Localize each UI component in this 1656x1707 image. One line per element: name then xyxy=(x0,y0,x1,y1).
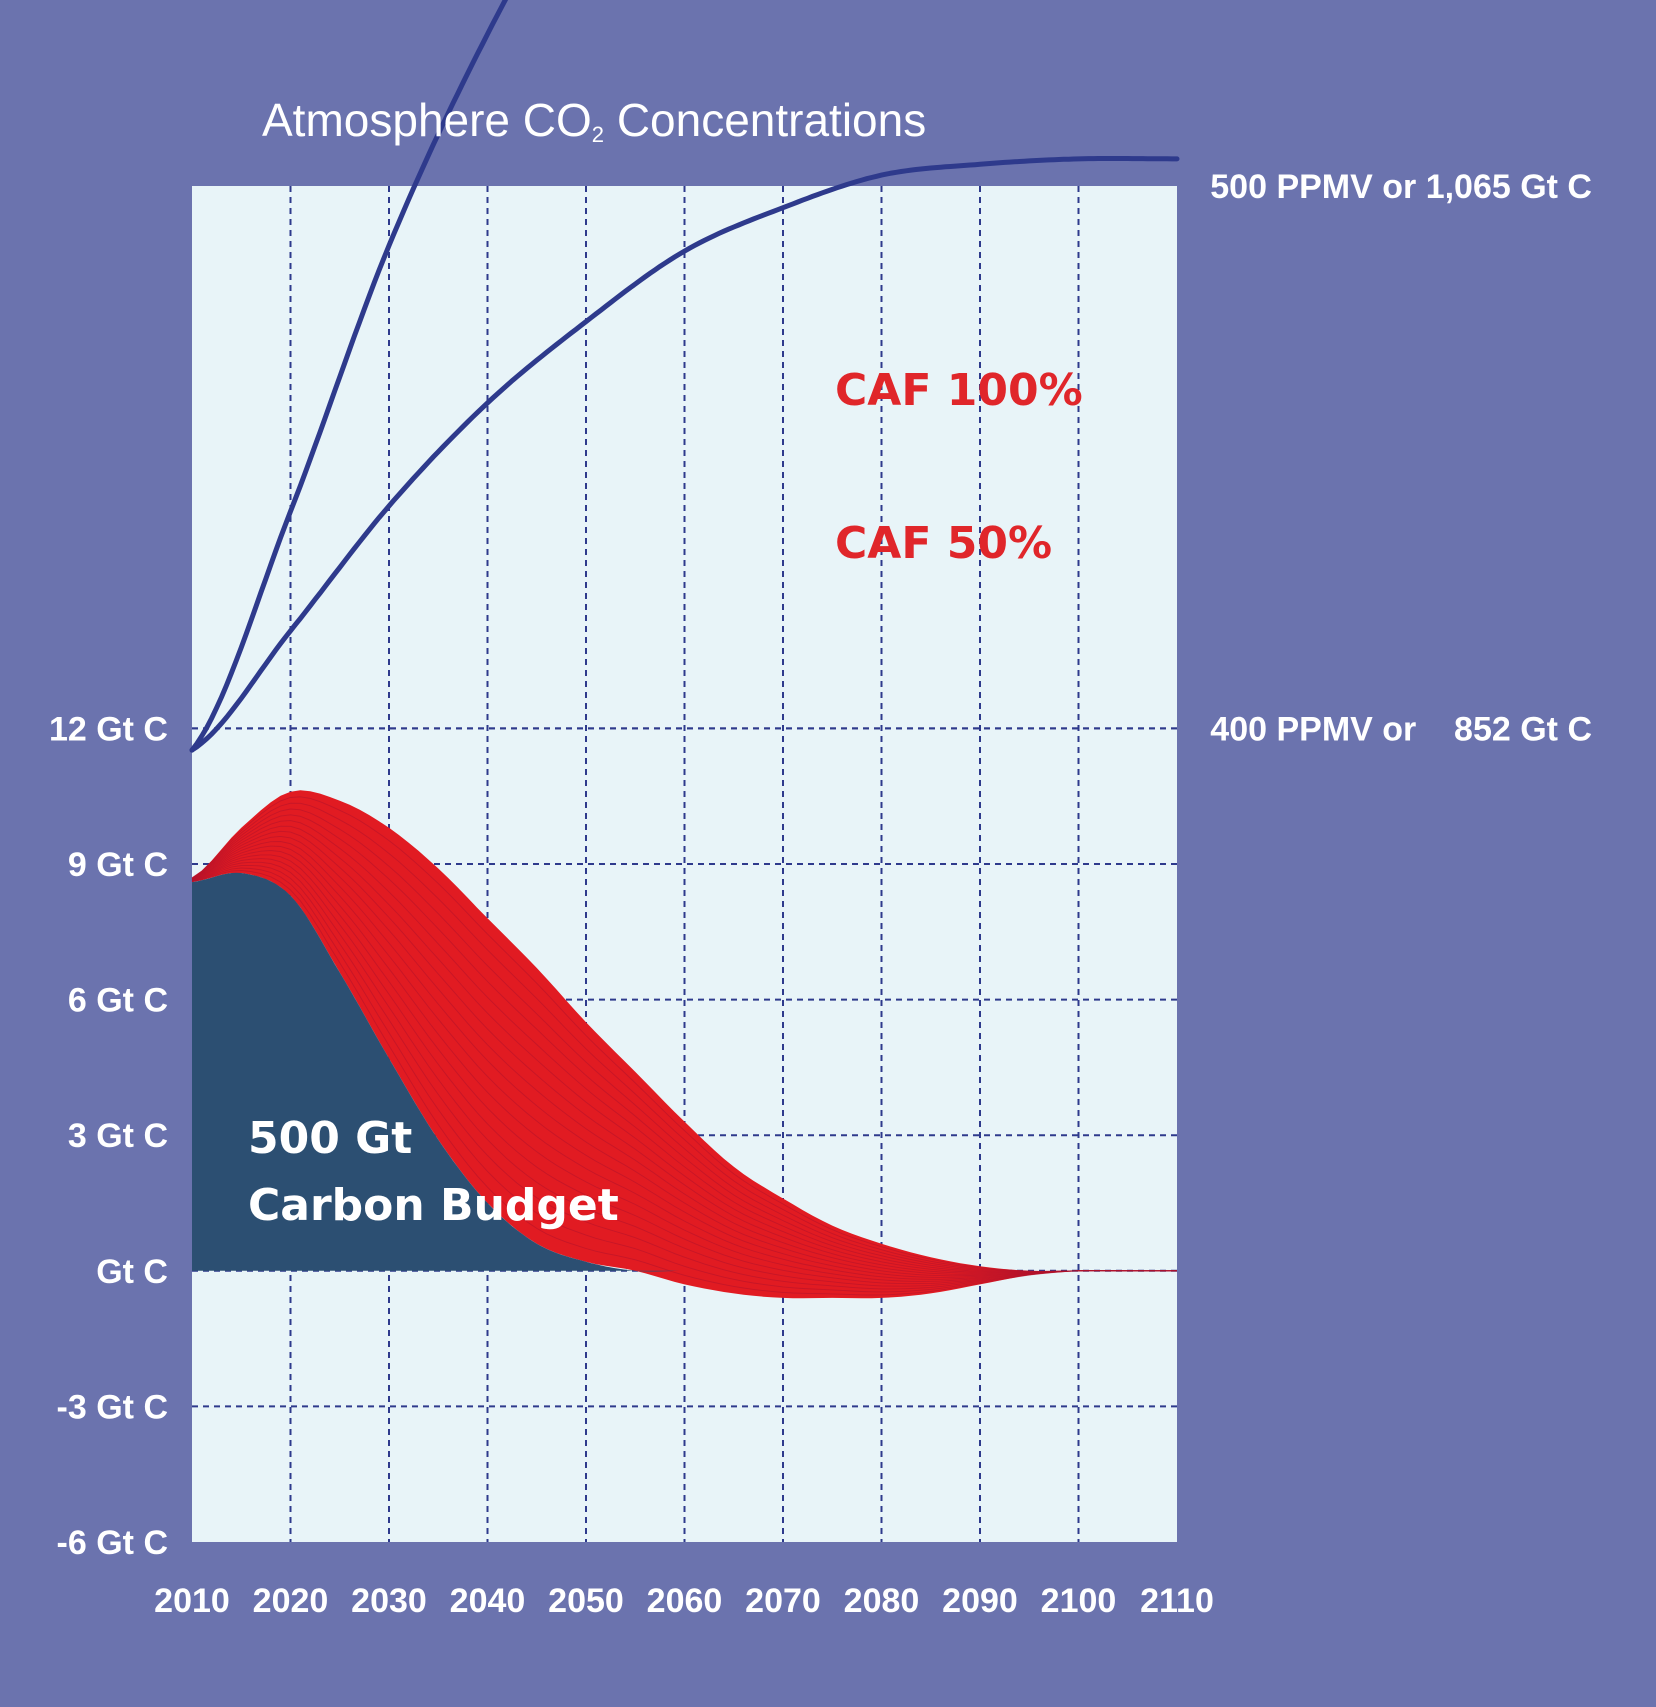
left-axis-ticks: -6 Gt C -3 Gt C Gt C 3 Gt C 6 Gt C 9 Gt C 12 G… xyxy=(49,710,168,1562)
x-tick-label: 2010 xyxy=(154,1582,230,1620)
emission-scenario-line xyxy=(191,850,1177,1280)
left-tick-label: -6 Gt C xyxy=(57,1524,168,1562)
emission-scenario-band xyxy=(191,790,1177,1299)
left-tick-label: 6 Gt C xyxy=(68,982,168,1020)
left-tick-label: 12 Gt C xyxy=(49,710,168,748)
caf-100-line xyxy=(189,0,509,753)
emission-scenario-line xyxy=(191,820,1177,1273)
caf-50-line xyxy=(189,156,1180,753)
emission-scenario-line xyxy=(191,858,1177,1285)
emission-scenario-line xyxy=(191,867,1177,1293)
right-axis-ticks: 400 PPMV or 852 Gt C 500 PPMV or 1,065 Gt… xyxy=(1210,168,1592,748)
x-tick-label: 2080 xyxy=(844,1582,920,1620)
x-tick-label: 2100 xyxy=(1041,1582,1117,1620)
caf-100-label: CAF 100% xyxy=(835,365,1083,416)
x-tick-label: 2070 xyxy=(745,1582,821,1620)
left-tick-label: 9 Gt C xyxy=(68,846,168,884)
emission-scenario-line xyxy=(191,808,1177,1273)
budget-label-line2: Carbon Budget xyxy=(248,1180,619,1231)
left-tick-label: Gt C xyxy=(96,1253,168,1291)
x-tick-label: 2020 xyxy=(253,1582,329,1620)
concentration-lines xyxy=(189,0,1180,753)
emission-scenario-line xyxy=(191,861,1177,1287)
chart-title: Atmosphere CO2 Concentrations xyxy=(262,94,926,147)
emission-scenario-line xyxy=(191,796,1177,1272)
emission-scenario-line xyxy=(191,835,1177,1275)
right-tick-label: 400 PPMV or 852 Gt C xyxy=(1210,710,1592,748)
right-tick-label: 500 PPMV or 1,065 Gt C xyxy=(1210,168,1592,206)
caf-50-label: CAF 50% xyxy=(835,518,1052,569)
x-tick-label: 2060 xyxy=(647,1582,723,1620)
emission-scenario-line xyxy=(191,825,1177,1274)
x-tick-label: 2030 xyxy=(351,1582,427,1620)
x-tick-label: 2110 xyxy=(1140,1582,1214,1620)
grid xyxy=(192,186,1177,1542)
x-tick-label: 2090 xyxy=(942,1582,1018,1620)
left-tick-label: -3 Gt C xyxy=(57,1388,168,1426)
emission-scenario-line xyxy=(191,814,1177,1273)
x-tick-label: 2040 xyxy=(450,1582,526,1620)
carbon-budget-fill xyxy=(192,872,685,1272)
emission-scenario-line xyxy=(191,845,1177,1278)
x-tick-label: 2050 xyxy=(548,1582,624,1620)
budget-label-line1: 500 Gt xyxy=(248,1113,412,1164)
carbon-budget-area xyxy=(192,872,685,1272)
emission-band-fill xyxy=(192,790,1177,1299)
emission-scenario-line xyxy=(191,802,1177,1272)
x-axis-ticks: 2010 2020 2030 2040 2050 2060 2070 2080 2090 2100… xyxy=(154,1582,1214,1620)
left-tick-label: 3 Gt C xyxy=(68,1117,168,1155)
emission-scenario-line xyxy=(191,870,1177,1296)
